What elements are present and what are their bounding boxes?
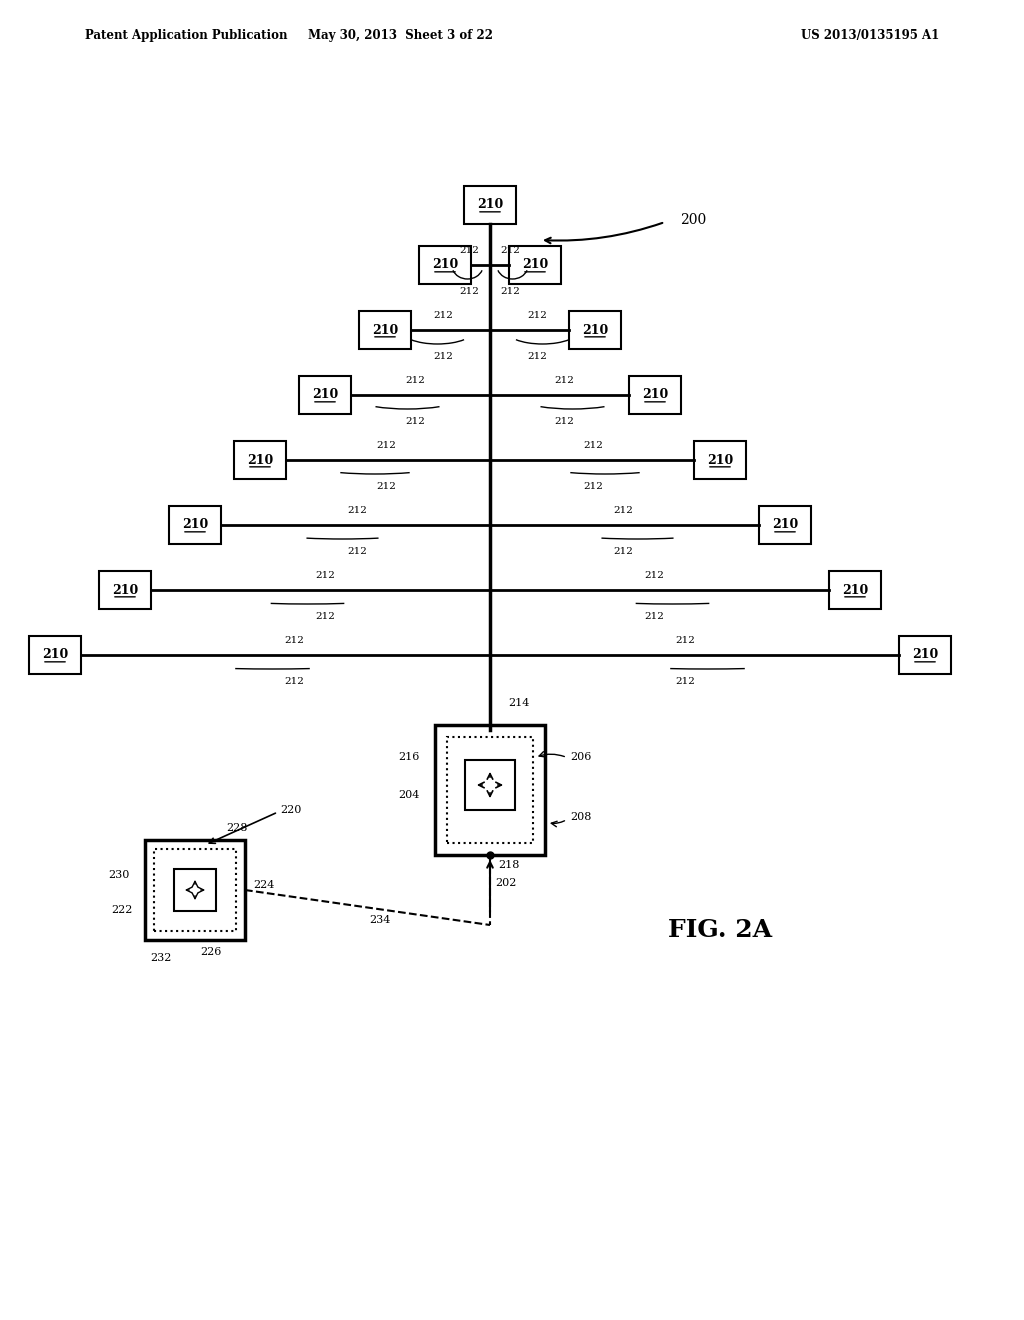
Text: 212: 212 xyxy=(644,612,665,620)
Text: 212: 212 xyxy=(347,546,368,556)
Bar xyxy=(465,760,515,810)
Bar xyxy=(299,376,351,414)
Text: 210: 210 xyxy=(432,259,458,272)
Bar xyxy=(694,441,746,479)
Text: 210: 210 xyxy=(582,323,608,337)
Text: 204: 204 xyxy=(398,789,420,800)
Text: 212: 212 xyxy=(676,636,695,645)
Text: 212: 212 xyxy=(612,506,633,515)
Text: 228: 228 xyxy=(226,822,248,833)
Text: 210: 210 xyxy=(182,519,208,532)
Text: 212: 212 xyxy=(433,312,453,319)
Text: 210: 210 xyxy=(477,198,503,211)
Text: 212: 212 xyxy=(584,441,603,450)
Bar xyxy=(464,186,516,224)
Bar xyxy=(29,636,81,675)
Text: 212: 212 xyxy=(285,636,304,645)
Text: 212: 212 xyxy=(644,572,665,579)
Bar xyxy=(145,840,245,940)
Text: 210: 210 xyxy=(112,583,138,597)
Text: 212: 212 xyxy=(285,677,304,686)
Text: 210: 210 xyxy=(372,323,398,337)
Bar xyxy=(509,246,561,284)
Text: 220: 220 xyxy=(280,805,301,814)
Bar xyxy=(174,869,216,911)
Bar xyxy=(829,572,881,609)
Text: 212: 212 xyxy=(460,286,479,296)
Text: FIG. 2A: FIG. 2A xyxy=(668,917,772,942)
Bar xyxy=(169,506,221,544)
Text: 212: 212 xyxy=(406,376,426,385)
Bar xyxy=(435,725,545,855)
Text: 212: 212 xyxy=(527,312,547,319)
Text: 212: 212 xyxy=(501,246,520,255)
Text: 210: 210 xyxy=(312,388,338,401)
Text: 232: 232 xyxy=(150,953,171,964)
Text: 210: 210 xyxy=(42,648,69,661)
Text: 208: 208 xyxy=(570,813,592,822)
Text: 212: 212 xyxy=(433,352,453,360)
Text: 212: 212 xyxy=(315,612,336,620)
Text: 212: 212 xyxy=(377,482,396,491)
Text: 210: 210 xyxy=(247,454,273,466)
Text: 212: 212 xyxy=(676,677,695,686)
Text: 234: 234 xyxy=(370,915,391,925)
Text: 210: 210 xyxy=(522,259,548,272)
Bar xyxy=(359,312,411,348)
Text: May 30, 2013  Sheet 3 of 22: May 30, 2013 Sheet 3 of 22 xyxy=(307,29,493,41)
Text: 212: 212 xyxy=(377,441,396,450)
Text: 226: 226 xyxy=(200,946,221,957)
Text: 212: 212 xyxy=(347,506,368,515)
Text: 210: 210 xyxy=(842,583,868,597)
Text: 218: 218 xyxy=(498,861,519,870)
Bar xyxy=(569,312,621,348)
Text: 210: 210 xyxy=(707,454,733,466)
Text: 210: 210 xyxy=(912,648,938,661)
Text: 202: 202 xyxy=(495,878,516,888)
Bar xyxy=(629,376,681,414)
Text: 230: 230 xyxy=(109,870,130,880)
Text: 206: 206 xyxy=(570,752,592,763)
Text: 212: 212 xyxy=(554,417,574,426)
Bar xyxy=(447,737,534,843)
Text: 212: 212 xyxy=(315,572,336,579)
Bar xyxy=(154,849,236,931)
Text: 212: 212 xyxy=(527,352,547,360)
Bar xyxy=(419,246,471,284)
Text: 216: 216 xyxy=(398,752,420,763)
Text: 214: 214 xyxy=(508,698,529,708)
Text: 222: 222 xyxy=(112,906,133,915)
Text: Patent Application Publication: Patent Application Publication xyxy=(85,29,288,41)
Bar xyxy=(99,572,151,609)
Bar xyxy=(899,636,951,675)
Text: US 2013/0135195 A1: US 2013/0135195 A1 xyxy=(801,29,939,41)
Text: 200: 200 xyxy=(680,213,707,227)
Text: 212: 212 xyxy=(612,546,633,556)
Text: 212: 212 xyxy=(406,417,426,426)
Text: 212: 212 xyxy=(554,376,574,385)
Text: 212: 212 xyxy=(501,286,520,296)
Text: 212: 212 xyxy=(584,482,603,491)
Text: 210: 210 xyxy=(772,519,798,532)
Bar xyxy=(759,506,811,544)
Text: 212: 212 xyxy=(460,246,479,255)
Bar xyxy=(234,441,286,479)
Text: 210: 210 xyxy=(642,388,668,401)
Text: 224: 224 xyxy=(253,880,274,890)
